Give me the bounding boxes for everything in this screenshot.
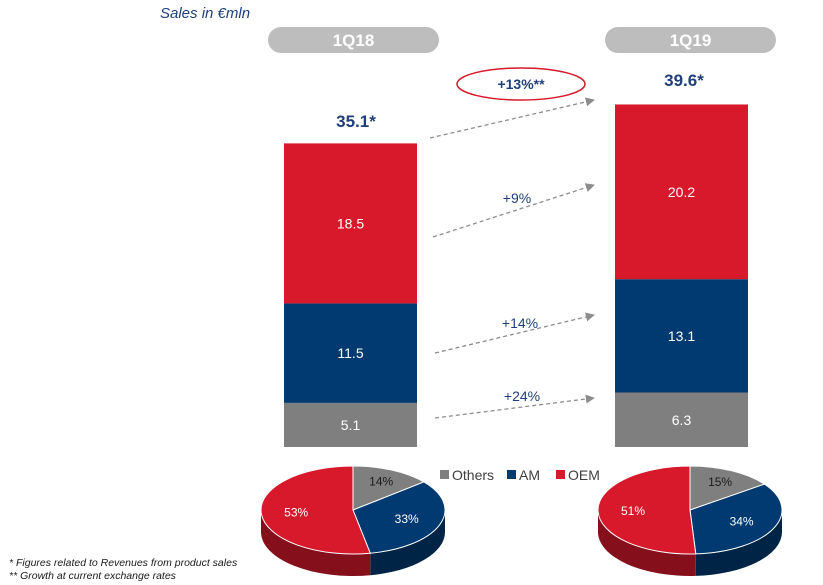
bar-am-1q19: [615, 279, 748, 393]
pie-label-others-1q18: 14%: [369, 474, 393, 488]
total-label-1q18: 35.1*: [336, 112, 376, 131]
stacked-bars: 5.1 11.5 18.5 6.3 13.1 20.2: [284, 104, 748, 447]
legend-label-others: Others: [452, 467, 494, 483]
bar-label-am-1q19: 13.1: [668, 328, 695, 344]
pill-shape-1q19: [605, 27, 776, 53]
total-growth-circle: [456, 67, 586, 101]
legend-swatch-others: [440, 470, 449, 479]
arrow-oem: [432, 183, 595, 238]
pie-1q19: 15% 34% 51%: [597, 465, 783, 576]
growth-arrows: [429, 97, 595, 419]
period-label-1q18: 1Q18: [333, 31, 375, 50]
pie-slice-others-1q18: [352, 465, 426, 511]
pie-label-others-1q19: 15%: [708, 475, 732, 489]
bar-label-oem-1q19: 20.2: [668, 184, 695, 200]
pie-label-am-1q19: 34%: [730, 515, 754, 529]
footnote-1: * Figures related to Revenues from produ…: [9, 557, 238, 569]
arrow-am: [434, 312, 595, 354]
arrow-others: [434, 394, 595, 419]
period-label-1q19: 1Q19: [670, 31, 712, 50]
bar-label-others-1q18: 5.1: [341, 417, 361, 433]
pie-label-oem-1q19: 51%: [621, 504, 645, 518]
period-pill-1q18: 1Q18: [268, 27, 439, 53]
legend-swatch-am: [507, 470, 516, 479]
pie-slice-oem-1q19: [597, 465, 697, 555]
growth-label-others: +24%: [504, 388, 540, 404]
pie-1q18: 14% 33% 53%: [260, 465, 446, 576]
arrow-total: [429, 97, 595, 139]
pie-label-oem-1q18: 53%: [284, 506, 308, 520]
pie-slice-oem-1q18: [260, 465, 371, 555]
pill-shape-1q18: [268, 27, 439, 53]
legend-label-am: AM: [519, 467, 540, 483]
pie-slice-others-1q19: [689, 465, 766, 511]
period-pill-1q19: 1Q19: [605, 27, 776, 53]
legend-swatch-oem: [556, 470, 565, 479]
growth-label-am: +14%: [502, 315, 538, 331]
legend: Others AM OEM: [440, 467, 600, 483]
growth-label-total: +13%**: [497, 76, 545, 92]
pie-slice-am-1q18: [352, 481, 446, 554]
legend-label-oem: OEM: [568, 467, 600, 483]
footnote-2: ** Growth at current exchange rates: [9, 570, 177, 582]
bar-oem-1q18: [284, 143, 417, 304]
bar-others-1q18: [284, 402, 417, 447]
bar-oem-1q19: [615, 104, 748, 280]
bar-am-1q18: [284, 303, 417, 403]
bar-others-1q19: [615, 392, 748, 447]
bar-label-am-1q18: 11.5: [337, 345, 363, 361]
pie-side-am-1q18: [370, 510, 445, 576]
bar-label-others-1q19: 6.3: [672, 412, 692, 428]
growth-label-oem: +9%: [503, 190, 531, 206]
pie-slice-am-1q19: [689, 483, 783, 555]
pie-side-am-1q19: [695, 510, 782, 576]
pie-side-oem-1q19: [598, 510, 696, 576]
pie-charts: 14% 33% 53% 15% 34% 51%: [260, 465, 783, 576]
pie-label-am-1q18: 33%: [395, 512, 419, 526]
pie-side-oem-1q18: [261, 510, 371, 576]
bar-label-oem-1q18: 18.5: [337, 215, 364, 231]
total-label-1q19: 39.6*: [664, 71, 704, 90]
chart-title: Sales in €mln: [160, 5, 250, 22]
